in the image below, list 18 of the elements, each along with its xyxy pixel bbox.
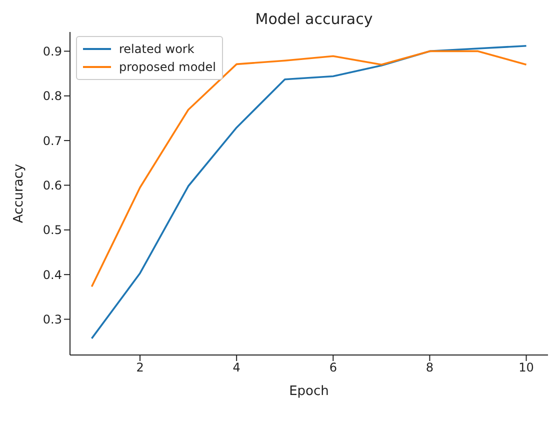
y-tick-label: 0.4	[42, 268, 62, 282]
legend-label: related work	[119, 41, 194, 58]
y-tick-label: 0.9	[42, 44, 62, 58]
x-tick-label: 6	[329, 360, 337, 375]
x-tick-label: 8	[426, 360, 434, 375]
x-tick-label: 10	[518, 360, 534, 375]
legend-label: proposed model	[119, 59, 216, 76]
y-axis-title: Accuracy	[12, 164, 27, 224]
y-tick-label: 0.7	[42, 134, 62, 148]
x-axis-title: Epoch	[289, 384, 329, 399]
x-tick-label: 2	[136, 360, 144, 375]
chart-title: Model accuracy	[254, 10, 374, 28]
line-series	[90, 44, 528, 340]
x-tick-label: 4	[232, 360, 240, 375]
y-tick-label: 0.8	[42, 89, 62, 104]
y-tick-label: 0.5	[42, 223, 62, 238]
y-tick-label: 0.6	[42, 178, 62, 192]
y-tick-label: 0.3	[42, 312, 62, 327]
